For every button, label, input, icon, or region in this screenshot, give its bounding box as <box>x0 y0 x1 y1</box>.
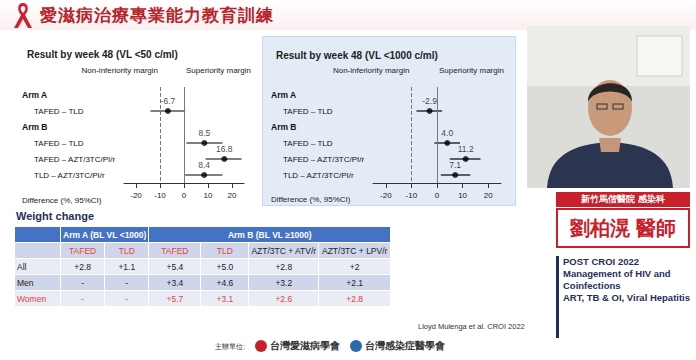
svg-text:8.5: 8.5 <box>198 128 210 138</box>
svg-text:Difference (%, 95%CI): Difference (%, 95%CI) <box>271 195 351 204</box>
html-text:+3.2: +3.2 <box>275 277 293 288</box>
svg-text:Result by week 48 (VL <50 c/ml: Result by week 48 (VL <50 c/ml) <box>27 49 178 60</box>
html-text:Lloyd Mulenga et al. CROI 2022: Lloyd Mulenga et al. CROI 2022 <box>418 322 525 331</box>
svg-text:20: 20 <box>228 191 237 200</box>
svg-text:Superiority margin: Superiority margin <box>439 66 504 75</box>
svg-text:4.0: 4.0 <box>441 128 453 138</box>
svg-text:TAFED – AZT/3TC/PI/r: TAFED – AZT/3TC/PI/r <box>283 155 365 164</box>
html-text:+5.4: +5.4 <box>166 261 184 272</box>
html-text:TAFED: TAFED <box>69 245 97 256</box>
html-text:+3.4: +3.4 <box>166 277 184 288</box>
html-text:+1.1: +1.1 <box>118 261 136 272</box>
svg-text:-20: -20 <box>380 191 392 200</box>
svg-text:TAFED – TLD: TAFED – TLD <box>283 139 333 148</box>
svg-text:Arm A: Arm A <box>271 90 296 100</box>
svg-text:-10: -10 <box>406 191 418 200</box>
svg-text:8.4: 8.4 <box>198 160 210 170</box>
html-text:TLD: TLD <box>118 245 135 256</box>
html-text:+2.8: +2.8 <box>346 293 364 304</box>
html-text:+2: +2 <box>349 261 360 272</box>
svg-text:10: 10 <box>458 191 467 200</box>
html-text:POST CROI 2022: POST CROI 2022 <box>563 256 639 267</box>
svg-text:11.2: 11.2 <box>458 144 474 154</box>
html-text:劉柏滉 醫師: 劉柏滉 醫師 <box>570 217 676 239</box>
svg-text:Non-inferiority margin: Non-inferiority margin <box>333 66 409 75</box>
svg-text:Arm B: Arm B <box>271 122 297 132</box>
html-text:Coinfections: Coinfections <box>563 280 621 291</box>
html-text:TAFED: TAFED <box>161 245 189 256</box>
html-text:主辦單位:: 主辦單位: <box>215 343 245 350</box>
html-text:台灣感染症醫學會: 台灣感染症醫學會 <box>365 340 445 351</box>
html-text:ART, TB & OI, Viral Hepatitis: ART, TB & OI, Viral Hepatitis <box>563 292 690 303</box>
html-text:Men: Men <box>17 277 34 288</box>
svg-text:TLD – AZT/3TC/PI/r: TLD – AZT/3TC/PI/r <box>283 171 354 180</box>
svg-text:Non-inferiority margin: Non-inferiority margin <box>82 66 158 75</box>
svg-text:TAFED – TLD: TAFED – TLD <box>283 107 333 116</box>
svg-text:Arm A: Arm A <box>22 90 47 100</box>
html-text:+2.6: +2.6 <box>275 293 293 304</box>
html-text:+5.7: +5.7 <box>166 293 184 304</box>
svg-text:10: 10 <box>204 191 213 200</box>
html-text:+5.0: +5.0 <box>216 261 234 272</box>
html-text:愛滋病治療專業能力教育訓練: 愛滋病治療專業能力教育訓練 <box>40 6 274 25</box>
svg-text:-2.9: -2.9 <box>422 96 437 106</box>
svg-text:TAFED – AZT/3TC/PI/r: TAFED – AZT/3TC/PI/r <box>34 155 116 164</box>
html-text:Women: Women <box>17 293 47 304</box>
svg-text:0: 0 <box>435 191 440 200</box>
svg-text:Arm B: Arm B <box>22 122 48 132</box>
html-text:新竹馬偕醫院 感染科: 新竹馬偕醫院 感染科 <box>581 194 665 204</box>
html-text:AZT/3TC + LPV/r: AZT/3TC + LPV/r <box>322 245 388 256</box>
svg-text:TAFED – TLD: TAFED – TLD <box>34 139 84 148</box>
html-text:+2.1: +2.1 <box>346 277 364 288</box>
html-text:Weight change: Weight change <box>16 210 94 222</box>
html-text:Arm B (BL VL ≥1000): Arm B (BL VL ≥1000) <box>227 229 312 240</box>
svg-text:0: 0 <box>182 191 187 200</box>
html-text:Arm A (BL VL <1000): Arm A (BL VL <1000) <box>63 229 147 240</box>
svg-text:7.1: 7.1 <box>449 160 461 170</box>
svg-text:Superiority margin: Superiority margin <box>186 66 251 75</box>
html-text:TLD: TLD <box>216 245 233 256</box>
html-text:台灣愛滋病學會: 台灣愛滋病學會 <box>270 340 340 351</box>
html-text:All: All <box>17 261 27 272</box>
svg-text:20: 20 <box>484 191 493 200</box>
html-text:Management of HIV and: Management of HIV and <box>563 268 671 279</box>
svg-text:-20: -20 <box>130 191 142 200</box>
svg-text:Difference (%, 95%CI): Difference (%, 95%CI) <box>22 196 102 205</box>
svg-text:TLD – AZT/3TC/PI/r: TLD – AZT/3TC/PI/r <box>34 171 105 180</box>
html-text:+2.8: +2.8 <box>74 261 91 272</box>
html-text:+2.8: +2.8 <box>275 261 293 272</box>
html-text:AZT/3TC + ATV/r: AZT/3TC + ATV/r <box>251 245 317 256</box>
html-text:+4.6: +4.6 <box>216 277 234 288</box>
svg-text:TAFED – TLD: TAFED – TLD <box>34 107 84 116</box>
html-text:+3.1: +3.1 <box>216 293 234 304</box>
svg-text:-6.7: -6.7 <box>161 96 176 106</box>
svg-text:16.8: 16.8 <box>216 144 233 154</box>
svg-text:-10: -10 <box>154 191 166 200</box>
svg-text:Result by week 48 (VL <1000 c/: Result by week 48 (VL <1000 c/ml) <box>276 50 438 61</box>
